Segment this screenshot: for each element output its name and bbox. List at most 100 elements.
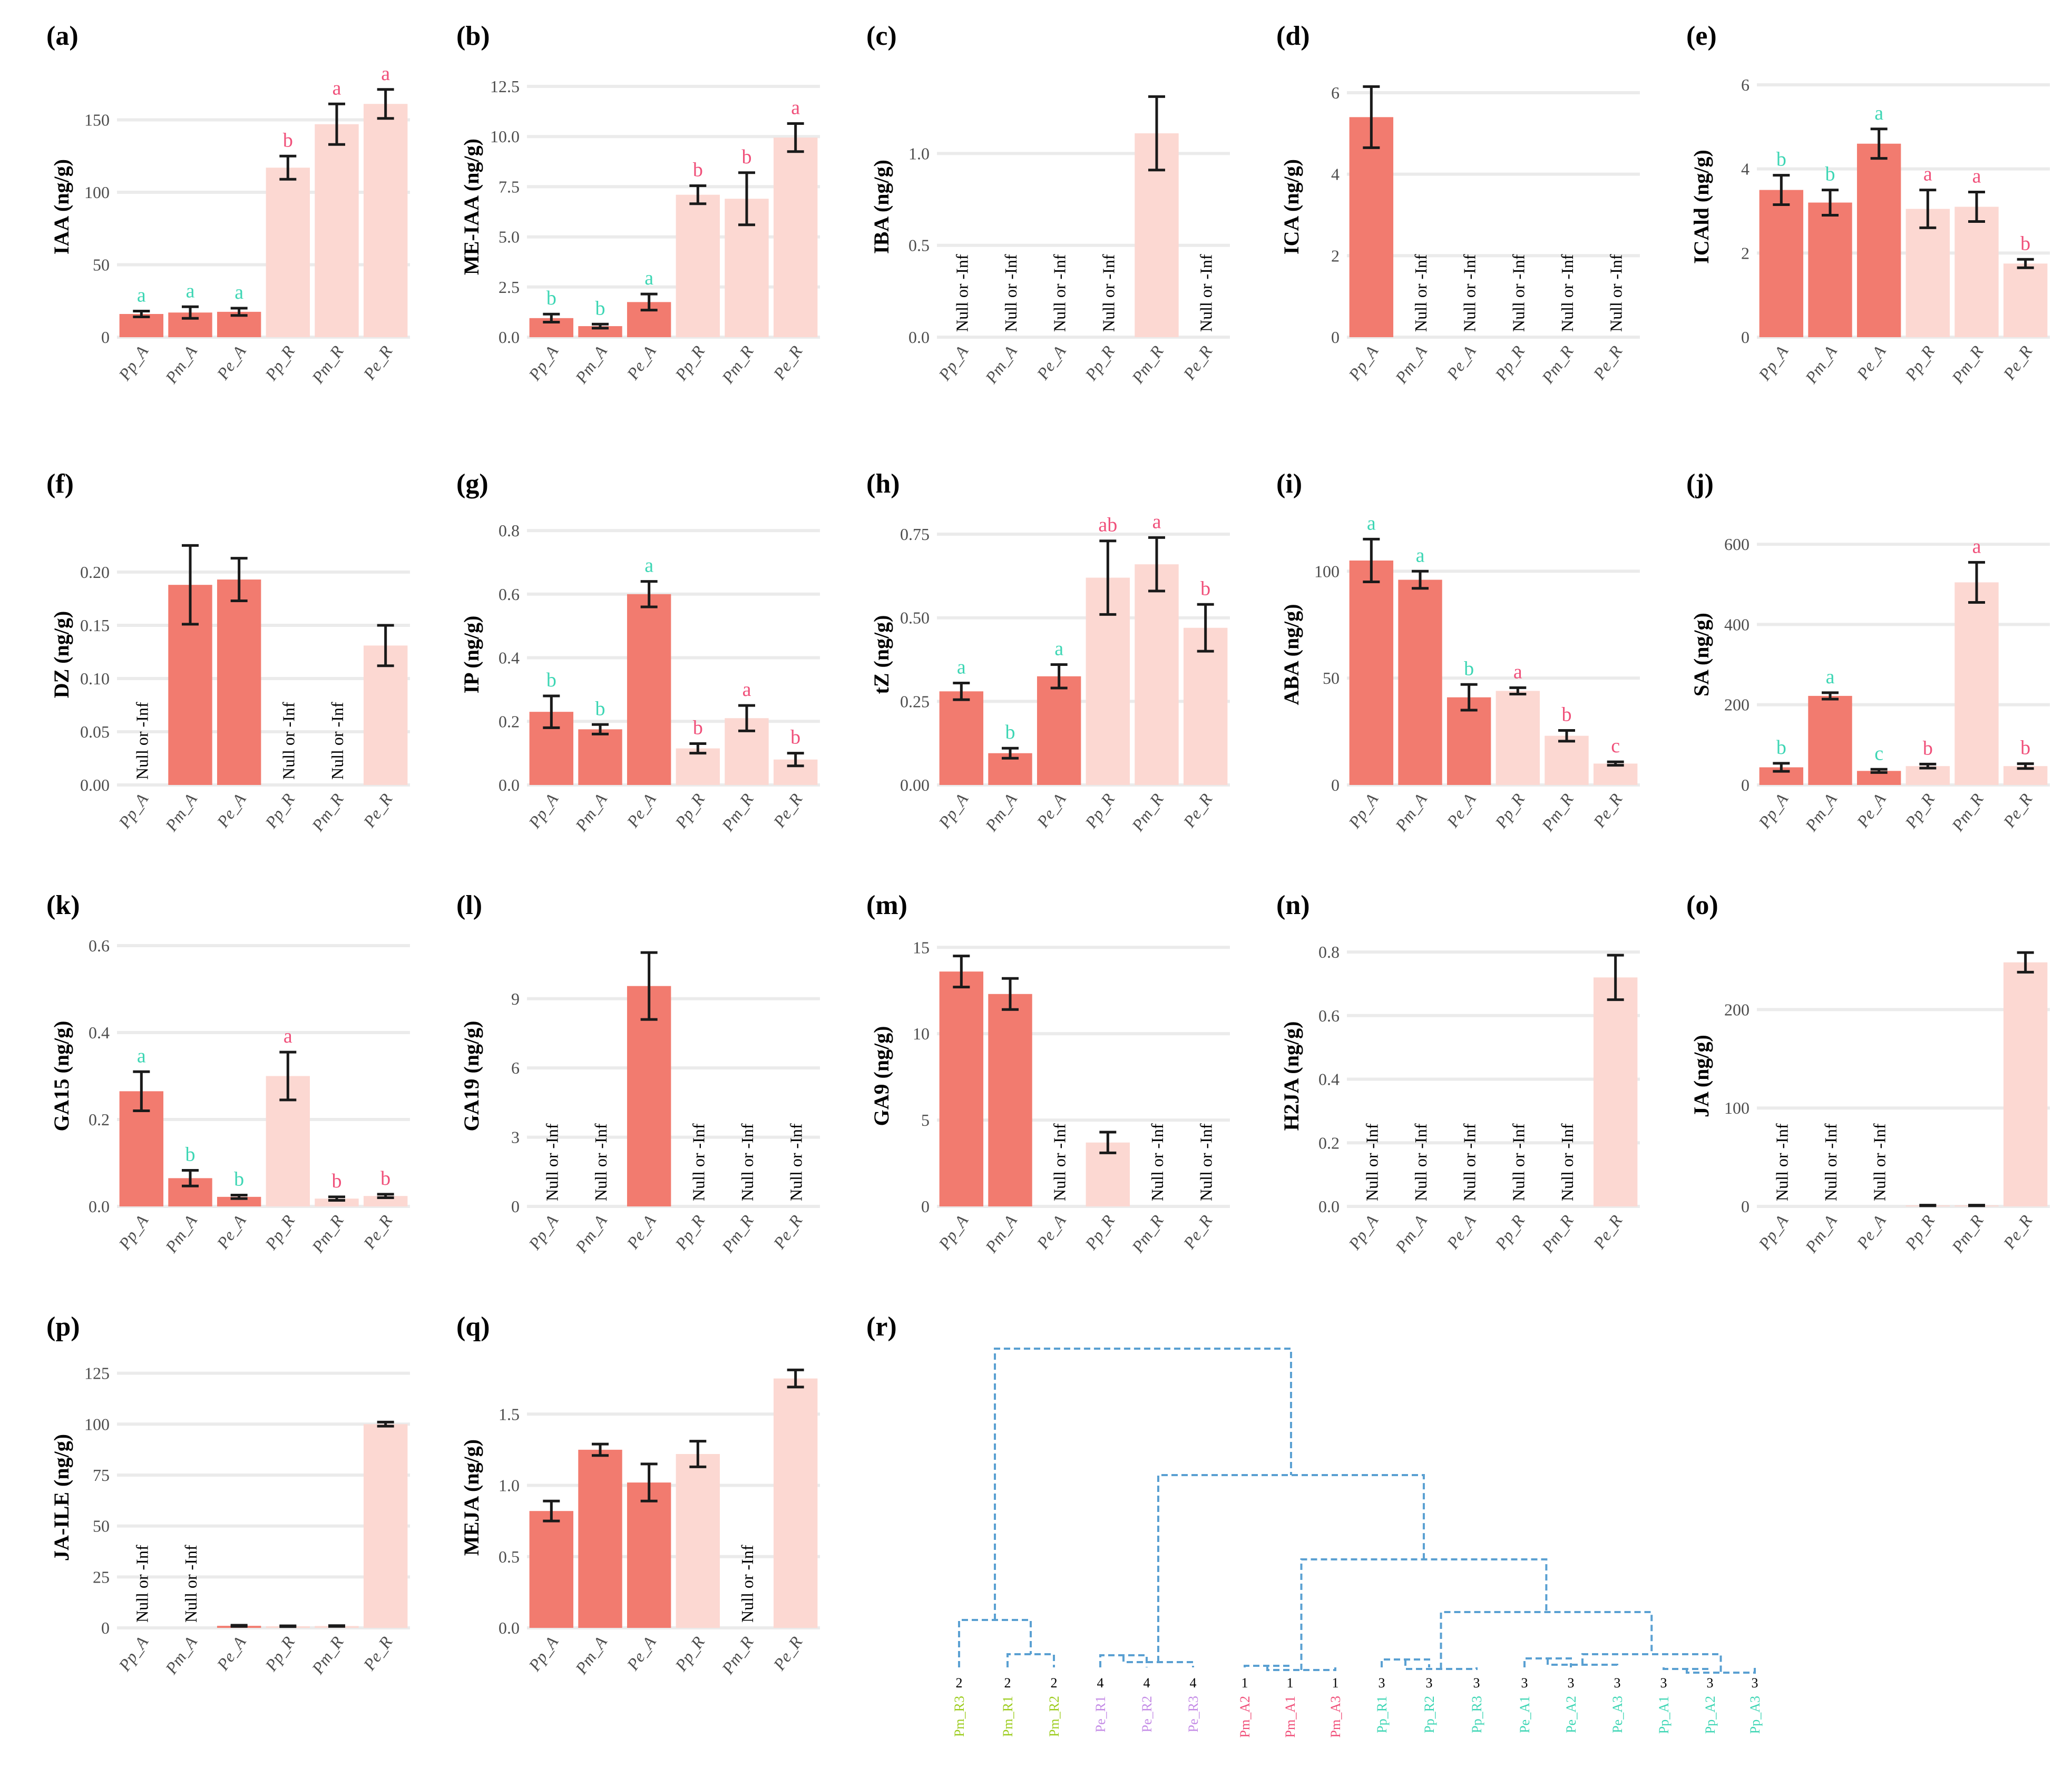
x-tick-label: Pm_A [1391, 342, 1431, 387]
x-tick-label: Pm_A [161, 790, 201, 835]
bar [217, 579, 261, 785]
panel-label: (m) [866, 890, 907, 920]
x-tick-label: Pm_R [1538, 342, 1577, 387]
cluster-number: 3 [1752, 1675, 1758, 1691]
x-tick-label: Pp_A [524, 1211, 562, 1253]
leaf-label: Pe_A1 [1517, 1696, 1532, 1733]
panel-10: (k) 0.0 0.2 0.4 0.6 GA15 (ng/g) a Pp_A b Pm_A b Pe_… [46, 890, 410, 1256]
panel-15: (p) 0 25 50 75 100 125 JA-ILE (ng/g) Null or -In… [46, 1312, 410, 1678]
y-tick-label: 0.10 [80, 669, 110, 688]
y-axis-title: H2JA (ng/g) [1279, 1021, 1303, 1131]
bar [217, 1196, 261, 1206]
bar [627, 1482, 671, 1628]
y-tick-label: 0.2 [499, 712, 520, 731]
cluster-number: 4 [1190, 1675, 1197, 1691]
null-label: Null or -Inf [1411, 254, 1430, 332]
dendrogram-branch [1581, 1653, 1722, 1673]
significance-letter: b [1776, 149, 1786, 171]
x-tick-label: Pe_A [1443, 790, 1480, 831]
null-label: Null or -Inf [1558, 254, 1577, 332]
cluster-number: 1 [1287, 1675, 1294, 1691]
null-label: Null or -Inf [1099, 254, 1118, 332]
bar [363, 645, 408, 785]
panel-0: (a) 0 50 100 150 IAA (ng/g) a Pp_A a Pm_A a Pe_A b Pp… [46, 21, 410, 387]
x-tick-label: Pe_R [1179, 342, 1216, 384]
x-tick-label: Pm_A [1801, 342, 1841, 387]
bar [1905, 209, 1950, 337]
leaf-label: Pp_R3 [1469, 1696, 1484, 1733]
y-tick-label: 0.2 [89, 1110, 110, 1129]
x-tick-label: Pm_R [718, 790, 757, 835]
cluster-number: 3 [1379, 1675, 1385, 1691]
x-tick-label: Pp_R [671, 342, 708, 384]
bar [627, 594, 671, 785]
bar [773, 1378, 818, 1628]
bar [676, 1454, 720, 1628]
x-tick-label: Pe_R [1179, 1211, 1216, 1253]
y-axis-title: IAA (ng/g) [50, 159, 73, 254]
significance-letter: a [742, 679, 751, 701]
null-label: Null or -Inf [1607, 254, 1626, 332]
cluster-number: 1 [1332, 1675, 1339, 1691]
bar [1135, 564, 1179, 785]
dendrogram-branch [1266, 1666, 1336, 1671]
y-axis-title: GA9 (ng/g) [869, 1026, 893, 1126]
significance-letter: b [185, 1144, 196, 1166]
bar [1954, 582, 1999, 785]
x-tick-label: Pe_R [769, 1633, 806, 1674]
significance-letter: a [1152, 510, 1161, 533]
panel-label: (n) [1276, 890, 1310, 920]
bar [627, 986, 671, 1206]
panel-8: (i) 0 50 100 ABA (ng/g) a Pp_A a Pm_A b Pe_A a Pp_R b… [1276, 469, 1640, 835]
y-tick-label: 200 [1724, 1000, 1750, 1019]
dendrogram-branch [1300, 1558, 1548, 1670]
x-tick-label: Pp_A [1344, 342, 1382, 384]
y-axis-title: IP (ng/g) [460, 616, 483, 694]
bar [676, 194, 720, 337]
y-axis-title: JA (ng/g) [1689, 1035, 1713, 1117]
y-tick-label: 0.0 [908, 328, 930, 347]
panel-label: (i) [1276, 469, 1302, 499]
panel-label: (h) [866, 469, 900, 499]
significance-letter: b [546, 669, 556, 691]
y-tick-label: 0.50 [900, 608, 930, 627]
significance-letter: b [790, 726, 800, 749]
significance-letter: c [1611, 735, 1620, 757]
cluster-number: 4 [1143, 1675, 1150, 1691]
panel-2: (c) 0.0 0.5 1.0 IBA (ng/g) Null or -Inf Pp_A Nu… [866, 21, 1230, 387]
y-tick-label: 0.0 [499, 1618, 520, 1637]
bar [2003, 263, 2048, 337]
x-tick-label: Pe_A [1443, 1211, 1480, 1253]
null-label: Null or -Inf [1821, 1123, 1840, 1201]
y-tick-label: 0 [101, 328, 110, 347]
null-label: Null or -Inf [1870, 1123, 1889, 1201]
x-tick-label: Pp_R [1491, 790, 1528, 832]
significance-letter: a [234, 281, 243, 303]
y-tick-label: 200 [1724, 695, 1750, 714]
bar [1496, 691, 1540, 785]
x-tick-label: Pm_R [1948, 790, 1987, 835]
null-label: Null or -Inf [132, 702, 151, 780]
y-tick-label: 7.5 [499, 177, 520, 196]
y-axis-title: DZ (ng/g) [50, 611, 73, 699]
y-tick-label: 400 [1724, 615, 1750, 634]
y-tick-label: 0 [1741, 328, 1750, 347]
bar [1183, 627, 1228, 785]
y-tick-label: 50 [93, 1517, 110, 1536]
x-tick-label: Pm_A [981, 790, 1021, 835]
significance-letter: b [1776, 736, 1786, 759]
significance-letter: b [1562, 704, 1572, 726]
dendrogram-branch [1157, 1474, 1425, 1662]
cluster-number: 3 [1707, 1675, 1714, 1691]
x-tick-label: Pe_A [213, 1633, 250, 1674]
null-label: Null or -Inf [1509, 1123, 1528, 1201]
significance-letter: b [1200, 577, 1210, 600]
x-tick-label: Pe_R [359, 342, 396, 384]
bar [1545, 735, 1589, 785]
y-tick-label: 0.25 [900, 692, 930, 711]
null-label: Null or -Inf [181, 1545, 200, 1623]
x-tick-label: Pp_R [1491, 1211, 1528, 1253]
y-tick-label: 0.00 [80, 775, 110, 794]
x-tick-label: Pe_R [359, 790, 396, 831]
x-tick-label: Pm_A [1801, 1211, 1841, 1256]
